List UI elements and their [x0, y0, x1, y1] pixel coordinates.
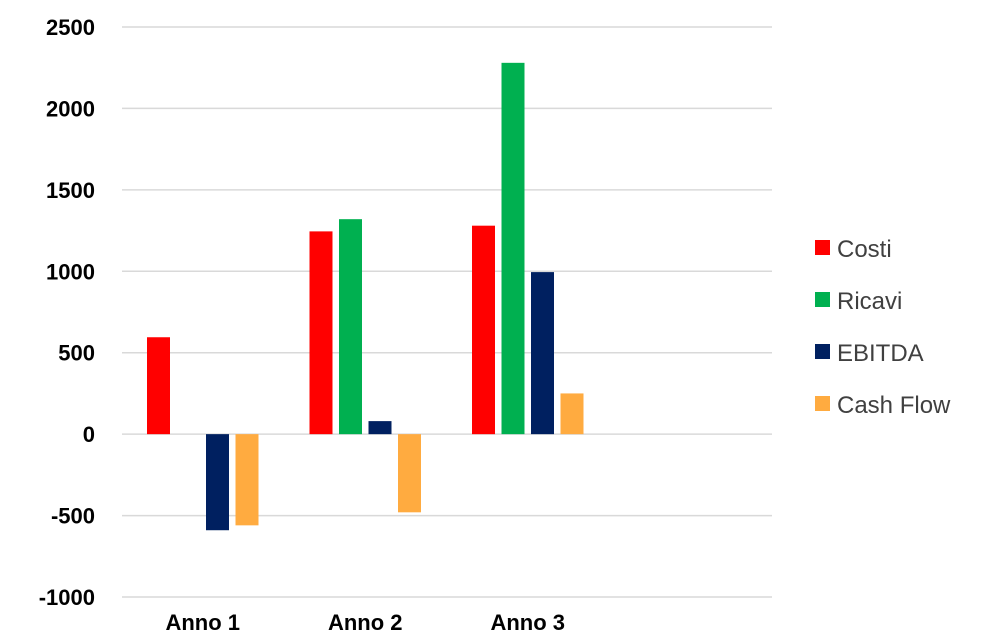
- legend-label: Ricavi: [837, 288, 902, 315]
- legend-label: Cash Flow: [837, 392, 951, 419]
- bar-costi-1: [147, 337, 170, 435]
- bar-ricavi-2: [339, 219, 362, 435]
- bar-cash-flow-1: [235, 434, 259, 526]
- bar-cash-flow-2: [398, 434, 421, 513]
- bar-ebitda-3: [531, 272, 554, 435]
- legend: Costi Ricavi EBITDA Cash Flow: [815, 236, 951, 419]
- legend-swatch: [815, 344, 830, 359]
- y-tick-label: -500: [51, 504, 95, 529]
- x-axis-labels: Anno 1 Anno 2 Anno 3: [165, 610, 565, 635]
- bars: [147, 62, 584, 531]
- y-tick-label: -1000: [39, 585, 95, 610]
- y-tick-label: 1000: [46, 259, 95, 284]
- bar-ebitda-1: [206, 434, 229, 531]
- x-category-label: Anno 2: [328, 610, 403, 635]
- bar-costi-3: [472, 225, 495, 435]
- bar-ricavi-3: [501, 62, 525, 435]
- y-tick-label: 1500: [46, 178, 95, 203]
- x-category-label: Anno 3: [490, 610, 565, 635]
- bar-ebitda-2: [368, 421, 392, 435]
- y-tick-label: 2500: [46, 15, 95, 40]
- bar-costi-2: [309, 231, 333, 435]
- legend-swatch: [815, 396, 830, 411]
- y-tick-label: 2000: [46, 96, 95, 121]
- x-category-label: Anno 1: [165, 610, 240, 635]
- legend-swatch: [815, 292, 830, 307]
- grid-lines: [122, 26, 772, 598]
- legend-swatch: [815, 240, 830, 255]
- y-tick-label: 0: [83, 422, 95, 447]
- y-tick-label: 500: [58, 341, 95, 366]
- y-axis-ticks: -1000 -500 0 500 1000 1500 2000 2500: [39, 15, 95, 610]
- bar-cash-flow-3: [560, 393, 584, 435]
- legend-label: EBITDA: [837, 340, 924, 367]
- legend-label: Costi: [837, 236, 892, 263]
